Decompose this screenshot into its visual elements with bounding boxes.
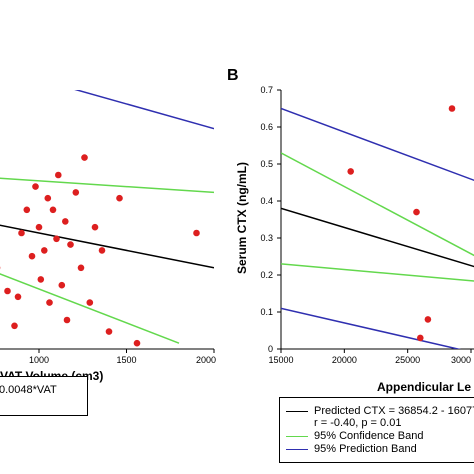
legend-text-regression: Predicted CTX = 36854.2 - 16077.1 [314, 405, 474, 417]
panel-b-prediction-lower-line [281, 307, 462, 349]
panel-a-data-point [53, 235, 60, 243]
legend-swatch-regression [286, 411, 308, 412]
panel-b-x-tick-label: 25000 [395, 355, 420, 365]
panel-a-x-tick-label: 1500 [116, 355, 136, 365]
panel-a-data-point [72, 189, 80, 196]
panel-b: B 0 0.1 0.2 0.3 0.4 0.5 0.6 0.7 15000 20000 25000… [227, 67, 474, 394]
panel-a-data-point [35, 223, 43, 231]
panel-b-y-tick-label: 0.7 [260, 85, 273, 95]
panel-a-confidence-upper-line [0, 177, 214, 194]
panel-b-confidence-lower-line [281, 263, 474, 282]
panel-a-data-point [14, 293, 22, 301]
panel-a-x-tick-label: 1000 [29, 355, 49, 365]
panel-b-data-point [448, 105, 456, 112]
panel-a-data-point [91, 223, 99, 231]
panel-a-data-point [37, 276, 45, 283]
panel-b-x-tick-label: 20000 [332, 355, 357, 365]
panel-b-legend: Predicted CTX = 36854.2 - 16077.1 r = -0… [279, 397, 474, 463]
panel-b-data-point [413, 208, 420, 216]
panel-a-data-point [105, 328, 113, 335]
panel-b-x-axis-label: Appendicular Le [377, 380, 471, 394]
panel-a-data-point [62, 218, 69, 225]
panel-b-y-tick-label: 0.4 [260, 196, 273, 206]
panel-b-data-point [417, 334, 424, 342]
panel-a-data-point [133, 339, 141, 347]
panel-a-data-point [116, 194, 123, 202]
panel-b-label: B [227, 67, 239, 84]
panel-b-y-tick-label: 0.6 [260, 122, 273, 132]
panel-a-data-point [63, 316, 71, 324]
panel-b-regression-line [281, 207, 474, 268]
panel-b-y-tick-label: 0.1 [260, 307, 273, 317]
panel-a-data-point [44, 194, 52, 202]
panel-a-confidence-lower-line [0, 273, 180, 344]
panel-b-y-tick-label: 0.3 [260, 233, 273, 243]
panel-a-legend: 0.0048*VAT [0, 376, 88, 416]
panel-a-data-point [18, 229, 25, 237]
panel-a-regression-line [0, 224, 214, 269]
legend-text-stats: r = -0.40, p = 0.01 [314, 417, 402, 429]
panel-a-data-point [41, 247, 48, 254]
panel-a-data-point [193, 229, 200, 237]
panel-b-y-axis-label: Serum CTX (ng/mL) [235, 162, 249, 274]
panel-b-y-tick-label: 0 [268, 344, 273, 354]
panel-a-data-point [67, 241, 74, 248]
panel-a-data-point [86, 299, 94, 306]
panel-a-data-point [23, 206, 31, 214]
panel-a-data-point [11, 322, 18, 330]
legend-text-prediction: 95% Prediction Band [314, 443, 417, 455]
panel-a-data-point [32, 183, 39, 190]
panel-a-data-point [77, 264, 85, 272]
panel-a-data-point [28, 252, 36, 260]
panel-b-data-point [347, 168, 355, 175]
legend-swatch-confidence [286, 436, 308, 437]
legend-swatch-prediction [286, 449, 308, 450]
panel-a-data-point [55, 171, 62, 179]
panel-a-x-tick-label: 2000 [196, 355, 216, 365]
panel-a-prediction-upper-line [74, 90, 214, 130]
legend-text-confidence: 95% Confidence Band [314, 430, 424, 442]
panel-a-data-point [98, 247, 106, 254]
panel-a-data-point [4, 287, 11, 295]
panel-b-x-tick-label: 3000 [451, 355, 471, 365]
panel-b-confidence-upper-line [281, 152, 474, 257]
panel-b-x-tick-label: 15000 [268, 355, 293, 365]
panel-b-y-tick-label: 0.2 [260, 270, 273, 280]
panel-a-data-point [49, 206, 57, 214]
panel-a-data-point [46, 299, 53, 306]
panel-b-prediction-upper-line [281, 107, 474, 182]
panel-b-y-tick-label: 0.5 [260, 159, 273, 169]
panel-a-legend-text: 0.0048*VAT [0, 384, 57, 396]
panel-a-data-point [81, 154, 88, 161]
panel-b-data-point [424, 316, 432, 323]
panel-a-data-point [58, 281, 66, 289]
